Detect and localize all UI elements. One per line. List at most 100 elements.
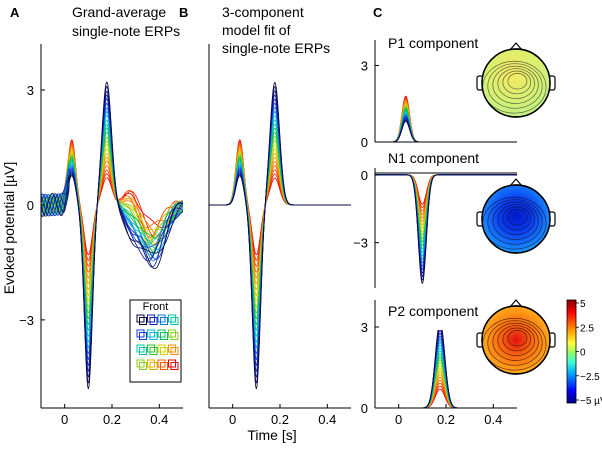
inset-electrode-10 [147, 344, 155, 353]
p1-series-18 [375, 114, 517, 142]
p2-ticks: 0 0.2 0.4 3 0 [361, 320, 503, 427]
n1-head-contour-3 [497, 204, 535, 236]
n1-head-contour-2 [502, 206, 532, 231]
model-series-24 [209, 81, 351, 390]
panel-a-xtick-label: 0.2 [103, 412, 121, 427]
colorbar: 5 2.5 0 −2.5 −5 µV [566, 299, 602, 407]
inset-electrode-10-pair [149, 347, 158, 355]
p1-series-20 [375, 116, 517, 142]
panel-a-ticks: 0 0.2 0.4 3 0 −3 [19, 83, 168, 427]
inset-electrode-4-pair [170, 317, 179, 325]
panel-a-ytick-label: 3 [27, 83, 34, 98]
panel-a: Grand-average single-note ERPs 0 0.2 0.430… [19, 4, 183, 427]
p2-xtick-label: 0.2 [437, 412, 455, 427]
p2-head-outline [481, 305, 551, 375]
n1-ytick-label: 0 [361, 168, 368, 183]
p1-ytick-label: 3 [361, 59, 368, 74]
panel-letter-a: A [10, 5, 20, 20]
p1-head-contour-2 [502, 70, 532, 95]
p2-head-contour-3 [497, 325, 535, 357]
inset-electrode-9 [136, 344, 145, 353]
inset-electrode-14 [147, 359, 155, 368]
panel-b-traces [209, 81, 351, 390]
inset-electrode-4 [168, 314, 176, 323]
p1-series-19 [375, 115, 517, 142]
inset-electrode-13-pair [139, 362, 147, 370]
p2-head-contour-2 [502, 327, 532, 352]
panel-b-title-line1: 3-component [222, 4, 304, 20]
p2-scalp-map [476, 299, 556, 375]
n1-ytick-label: −3 [353, 236, 368, 251]
model-series-23 [209, 86, 351, 384]
inset-label: Front [143, 301, 169, 313]
colorbar-ticks: 5 2.5 0 −2.5 −5 µV [576, 299, 602, 407]
panel-letter-b: B [179, 5, 188, 20]
p1-series-12 [375, 107, 517, 142]
inset-electrode-15-pair [160, 362, 168, 370]
colorbar-tick-label: −5 µV [580, 396, 602, 407]
panel-a-xtick-label: 0.4 [150, 412, 168, 427]
panel-a-title-line1: Grand-average [72, 4, 166, 20]
n1-traces [375, 174, 517, 284]
colorbar-tick-label: 5 [580, 299, 586, 310]
panel-c-n1: N1 component 0 −3 [353, 150, 517, 288]
p2-traces [375, 330, 517, 408]
p1-series-22 [375, 118, 517, 142]
panel-c-p2: P2 component 0 0.2 0.4 3 0 [361, 300, 517, 427]
n1-series-24 [375, 174, 517, 284]
inset-electrode-16 [168, 359, 176, 368]
p2-series-24 [375, 330, 517, 408]
panel-a-traces [41, 81, 183, 390]
inset-electrode-2 [147, 314, 155, 323]
p1-series-17 [375, 113, 517, 142]
p1-series-15 [375, 111, 517, 142]
p1-series-11 [375, 106, 517, 142]
p2-series-1 [375, 388, 517, 408]
panel-b-title-line2: model fit of [222, 22, 291, 38]
p2-ytick-label: 0 [361, 401, 368, 416]
erp-series-24 [41, 81, 183, 390]
inset-electrode-5 [136, 329, 145, 338]
panel-a-title-line2: single-note ERPs [72, 23, 180, 39]
p2-head-nose [509, 299, 523, 308]
n1-scalp-map [476, 178, 556, 254]
n1-head-outline [481, 184, 551, 254]
p1-ytick-label: 0 [361, 135, 368, 150]
p2-head-contour-1 [507, 330, 528, 347]
colorbar-tick-label: 2.5 [580, 323, 594, 334]
p1-head-contour-4 [492, 65, 539, 104]
inset-electrode-5-pair [139, 332, 147, 340]
p2-title: P2 component [388, 303, 478, 319]
inset-electrode-11 [157, 344, 166, 353]
inset-electrode-3 [157, 314, 166, 323]
panel-b-title-line3: single-note ERPs [222, 40, 330, 56]
colorbar-tick-label: −2.5 [580, 372, 600, 383]
p1-head-nose [509, 42, 523, 51]
p2-series-2 [375, 385, 517, 408]
colorbar-tick-label: 0 [580, 348, 586, 359]
n1-ticks: 0 −3 [353, 168, 379, 251]
p1-head-outline [481, 48, 551, 118]
panel-b: 3-component model fit of single-note ERP… [208, 4, 351, 427]
panel-b-xtick-label: 0.4 [318, 412, 336, 427]
p1-series-13 [375, 108, 517, 142]
p1-ticks: 30 [361, 59, 379, 150]
p1-head-contour-5 [487, 63, 543, 109]
p1-title: P1 component [388, 35, 478, 51]
electrode-layout-inset: Front [129, 299, 182, 383]
inset-electrode-9-pair [139, 347, 147, 355]
p1-traces [375, 95, 517, 142]
inset-electrode-13 [136, 359, 145, 368]
inset-electrode-3-pair [160, 317, 168, 325]
inset-electrode-14-pair [149, 362, 158, 370]
colorbar-gradient [566, 299, 577, 404]
panel-a-ytick-label: 0 [27, 198, 34, 213]
inset-electrode-1-pair [139, 317, 147, 325]
y-axis-label: Evoked potential [µV] [1, 162, 17, 295]
inset-electrode-2-pair [149, 317, 158, 325]
panel-b-xtick-label: 0 [229, 412, 236, 427]
p2-xtick-label: 0 [395, 412, 402, 427]
inset-electrode-16-pair [170, 362, 179, 370]
panel-b-xtick-label: 0.2 [271, 412, 289, 427]
